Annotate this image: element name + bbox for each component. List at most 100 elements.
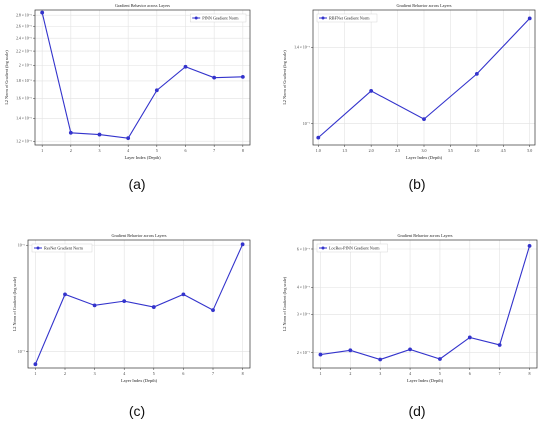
chart-a: Gradient Behavior across Layers 1 2 3 4 5 6 7 8 L… xyxy=(4,3,251,160)
x-axis-label: Layer Index (Depth) xyxy=(124,155,161,160)
x-tick-label: 1 xyxy=(41,148,43,153)
legend-box xyxy=(31,243,93,253)
legend-box xyxy=(316,13,378,23)
x-tick-label: 8 xyxy=(529,371,531,376)
x-tick-label: 4 xyxy=(127,148,129,153)
y-tick-label: 10⁻⁶ xyxy=(18,244,26,248)
x-tick-label: 4.5 xyxy=(501,148,506,153)
x-tick-label: 5 xyxy=(156,148,158,153)
data-point xyxy=(126,136,131,141)
data-point xyxy=(527,243,532,248)
x-tick-label: 4 xyxy=(123,371,125,376)
data-point xyxy=(68,130,73,135)
x-tick-label: 2 xyxy=(70,148,72,153)
y-tick-label: 1.2 × 10⁻⁶ xyxy=(16,140,33,144)
x-tick-label: 6 xyxy=(182,371,184,376)
legend-label: RBFNet Gradient Norm xyxy=(329,16,370,21)
data-point xyxy=(378,357,383,362)
data-point xyxy=(97,132,102,137)
x-tick-label: 6 xyxy=(469,371,471,376)
x-tick-label: 4.0 xyxy=(474,148,479,153)
caption-b: (b) xyxy=(408,176,426,192)
data-point xyxy=(369,89,374,93)
y-tick-label: 10⁻⁷ xyxy=(18,350,26,354)
data-point xyxy=(63,292,67,297)
chart-title: Gradient Behavior across Layers xyxy=(115,3,170,8)
legend-marker xyxy=(36,246,40,250)
legend-box xyxy=(189,13,247,23)
x-tick-label: 8 xyxy=(242,148,244,153)
caption-d: (d) xyxy=(408,403,426,419)
data-point xyxy=(211,308,215,313)
x-tick-label: 5 xyxy=(153,371,155,376)
x-tick-label: 1 xyxy=(34,371,36,376)
y-tick-label: 2 × 10⁻⁷ xyxy=(297,351,311,355)
data-point xyxy=(438,357,442,361)
y-tick-label: 1.6 × 10⁻⁶ xyxy=(16,97,33,101)
x-tick-label: 2 xyxy=(64,371,66,376)
legend-label: PINN Gradient Norm xyxy=(202,16,239,21)
x-axis-label: Layer Index (Depth) xyxy=(406,155,443,160)
x-tick-label: 3.0 xyxy=(422,148,427,153)
data-point xyxy=(497,343,502,347)
chart-c: Gradient Behavior across Layers 1 2 3 4 5 6 7 8 L… xyxy=(12,233,251,383)
data-point xyxy=(474,71,479,76)
caption-c: (c) xyxy=(128,403,146,419)
x-tick-label: 7 xyxy=(212,371,214,376)
chart-b: Gradient Behavior across Layers 1.0 1.5 2.0… xyxy=(282,3,536,160)
chart-panel-c: Gradient Behavior across Layers 1 2 3 4 5 6 7 8 L… xyxy=(0,215,275,390)
y-axis-label: L2 Norm of Gradient (log scale) xyxy=(282,276,287,331)
x-tick-label: 3.5 xyxy=(448,148,453,153)
data-point xyxy=(122,299,127,304)
x-tick-label: 2.0 xyxy=(369,148,374,153)
y-tick-label: 6 × 10⁻⁷ xyxy=(297,247,311,251)
x-tick-label: 7 xyxy=(213,148,215,153)
data-point xyxy=(212,75,217,80)
x-axis-label: Layer Index (Depth) xyxy=(407,378,444,383)
data-point xyxy=(408,347,412,352)
y-tick-label: 4 × 10⁻⁷ xyxy=(297,286,311,290)
x-tick-label: 4 xyxy=(409,371,411,376)
data-point xyxy=(154,88,159,93)
y-axis-label: L2 Norm of Gradient (log scale) xyxy=(4,50,9,105)
y-tick-label: 3 × 10⁻⁷ xyxy=(297,313,311,317)
data-point xyxy=(422,117,426,122)
x-tick-label: 2.5 xyxy=(395,148,400,153)
caption-a: (a) xyxy=(128,176,146,192)
x-tick-label: 8 xyxy=(242,371,244,376)
y-tick-label: 2.4 × 10⁻⁶ xyxy=(16,36,33,40)
legend-marker xyxy=(321,246,325,250)
data-point xyxy=(316,135,321,140)
x-tick-label: 1 xyxy=(319,371,321,376)
data-point xyxy=(318,352,323,357)
x-tick-label: 7 xyxy=(499,371,501,376)
y-tick-label: 1.4 × 10⁻⁷ xyxy=(294,46,311,50)
plot-frame xyxy=(27,239,251,369)
y-tick-label: 2.2 × 10⁻⁶ xyxy=(16,49,33,53)
chart-title: Gradient Behavior across Layers xyxy=(398,233,453,238)
data-point xyxy=(527,16,532,21)
chart-panel-b: Gradient Behavior across Layers 1.0 1.5 2.0… xyxy=(275,0,550,165)
data-point xyxy=(33,362,38,367)
x-tick-label: 3 xyxy=(99,148,101,153)
series-line xyxy=(41,12,243,139)
x-tick-label: 3 xyxy=(94,371,96,376)
plot-frame xyxy=(34,9,251,146)
chart-panel-d: Gradient Behavior across Layers 1 2 3 4 5 6 7 8 L… xyxy=(275,215,550,390)
y-tick-label: 2.6 × 10⁻⁶ xyxy=(16,25,33,29)
y-tick-label: 10⁻⁷ xyxy=(303,122,311,126)
x-tick-label: 1.0 xyxy=(316,148,321,153)
x-tick-label: 3 xyxy=(379,371,381,376)
data-point xyxy=(40,10,45,15)
x-tick-label: 2 xyxy=(349,371,351,376)
x-tick-label: 5.0 xyxy=(527,148,532,153)
legend-label: LocRes-PINN Gradient Norm xyxy=(329,246,380,251)
y-tick-label: 2 × 10⁻⁶ xyxy=(19,64,33,68)
series-line xyxy=(320,245,531,361)
data-point xyxy=(240,242,245,247)
data-point xyxy=(92,303,97,308)
x-tick-label: 1.5 xyxy=(342,148,347,153)
chart-panel-a: Gradient Behavior across Layers 1 2 3 4 5 6 7 8 L… xyxy=(0,0,275,165)
legend-marker xyxy=(321,16,325,20)
chart-title: Gradient Behavior across Layers xyxy=(112,233,167,238)
